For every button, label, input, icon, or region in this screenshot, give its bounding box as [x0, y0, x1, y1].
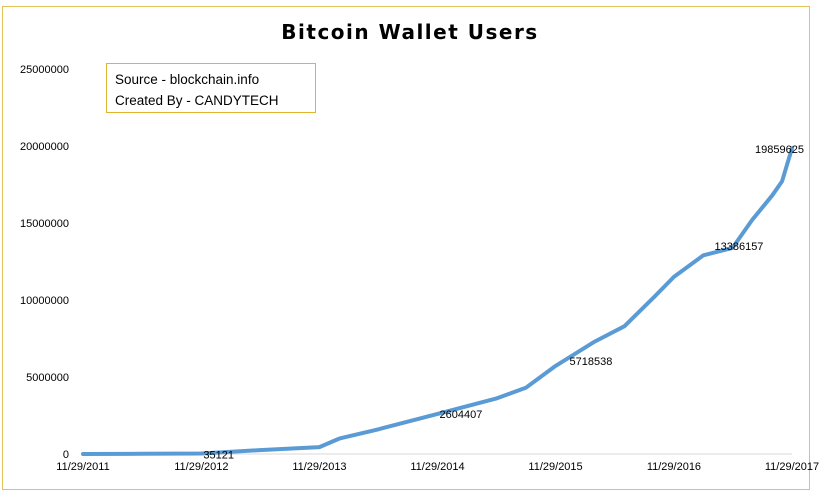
data-label: 5718538: [570, 356, 613, 368]
y-tick-label: 20000000: [20, 141, 69, 153]
chart-area: [2, 6, 810, 490]
y-tick-label: 10000000: [20, 295, 69, 307]
x-tick-label: 11/29/2017: [765, 461, 819, 473]
x-tick-label: 11/29/2014: [410, 461, 464, 473]
x-tick-label: 11/29/2011: [56, 461, 109, 473]
y-tick-label: 0: [63, 449, 69, 461]
y-tick-label: 25000000: [20, 64, 69, 76]
creator-line: Created By - CANDYTECH: [115, 93, 279, 108]
x-tick-label: 11/29/2015: [528, 461, 582, 473]
chart-title: Bitcoin Wallet Users: [281, 20, 539, 44]
data-label: 2604407: [440, 409, 483, 421]
y-tick-label: 15000000: [20, 218, 69, 230]
series-line: [81, 146, 794, 456]
y-tick-label: 5000000: [26, 372, 69, 384]
source-line: Source - blockchain.info: [115, 72, 260, 87]
x-tick-label: 11/29/2013: [292, 461, 346, 473]
x-tick-label: 11/29/2012: [174, 461, 228, 473]
data-label: 19859625: [755, 144, 804, 156]
data-label: 13386157: [714, 241, 763, 253]
data-label: 35121: [203, 449, 234, 461]
x-tick-label: 11/29/2016: [647, 461, 701, 473]
source-note: Source - blockchain.info Created By - CA…: [106, 63, 316, 113]
